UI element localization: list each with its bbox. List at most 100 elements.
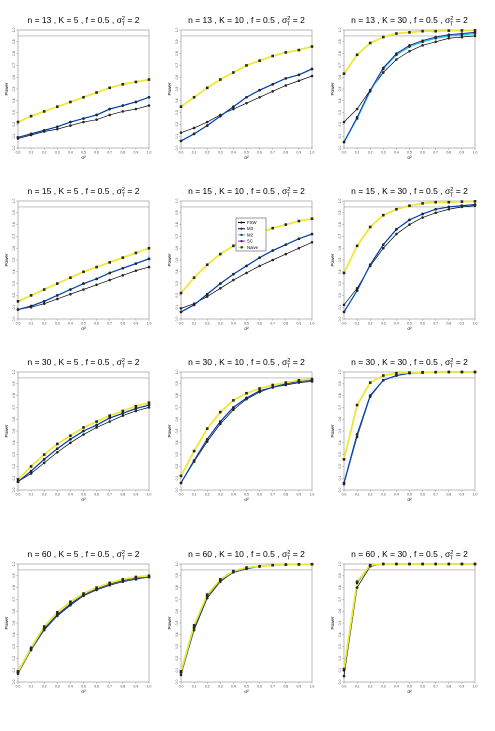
panel-title-main: n = 13 , K = 30 , f = 0.5 , σ (351, 15, 451, 25)
data-point-fsw (121, 110, 125, 113)
data-point-fsw (69, 441, 72, 445)
x-tick-label: 1.0 (473, 685, 478, 689)
y-tick-label: 0.9 (12, 573, 16, 578)
data-point-m3 (42, 300, 46, 303)
y-tick-label: 0.8 (338, 393, 342, 398)
data-point-m3 (179, 310, 183, 314)
data-point-naive (219, 578, 222, 581)
panel-title-main: n = 30 , K = 5 , f = 0.5 , σ (28, 357, 123, 367)
panel-7: n = 30 , K = 5 , f = 0.5 , σ2 T = 2 0.0 0.1… (4, 357, 151, 502)
x-tick-label: 0.1 (29, 322, 34, 326)
data-point-naive (271, 563, 274, 567)
panel-title-main: n = 30 , K = 10 , f = 0.5 , σ (188, 357, 288, 367)
y-tick-label: 0.4 (175, 632, 179, 637)
y-tick-label: 0.6 (175, 246, 179, 251)
data-point-naive (408, 204, 411, 208)
y-tick-label: 0.3 (12, 644, 16, 649)
data-point-m3 (42, 627, 46, 631)
y-tick-label: 0.5 (338, 87, 342, 92)
panel-title-sub: T (450, 22, 454, 28)
series-line-m3 (17, 404, 150, 483)
data-point-m3 (192, 626, 196, 630)
data-point-fsw (95, 283, 98, 287)
y-tick-label: 1.0 (12, 199, 16, 204)
data-point-naive (310, 217, 314, 220)
y-tick-label: 0.2 (175, 464, 179, 469)
data-point-m3 (219, 282, 222, 285)
series-line-naive (17, 574, 150, 672)
plot-frame (343, 563, 476, 683)
y-tick-label: 1.0 (12, 370, 16, 375)
x-tick-label: 0.4 (231, 493, 236, 497)
data-point-naive (69, 434, 72, 438)
data-point-naive (121, 578, 125, 581)
x-tick-label: 0.6 (94, 493, 99, 497)
x-tick-label: 0.2 (205, 151, 210, 155)
data-point-m3 (284, 77, 288, 80)
data-point-fsw (108, 420, 111, 423)
x-tick-label: 0.1 (192, 322, 197, 326)
y-tick-label: 0.8 (175, 222, 179, 227)
data-point-m3 (69, 602, 72, 606)
data-point-fsw (147, 406, 151, 409)
data-point-naive (421, 29, 424, 33)
data-point-m3 (134, 407, 138, 410)
data-point-m3 (95, 423, 98, 427)
x-tick-label: 0.8 (120, 151, 125, 155)
x-tick-label: 0.7 (107, 151, 112, 155)
x-tick-label: 0.4 (394, 685, 399, 689)
data-point-naive (147, 246, 151, 250)
data-point-fsw (447, 207, 451, 211)
x-tick-label: 0.5 (81, 322, 86, 326)
data-point-naive (219, 252, 222, 256)
x-tick-label: 0.1 (192, 151, 197, 155)
data-point-naive (382, 35, 385, 39)
data-point-naive (56, 611, 59, 614)
y-tick-label: 0.9 (338, 381, 342, 386)
x-tick-label: 0.0 (16, 493, 21, 497)
data-point-naive (82, 426, 85, 429)
data-point-m3 (192, 459, 196, 462)
panel-title-tail: = 2 (290, 15, 305, 25)
x-tick-label: 0.8 (446, 685, 451, 689)
panel-title-main: n = 60 , K = 30 , f = 0.5 , σ (351, 549, 451, 559)
data-point-naive (434, 370, 437, 374)
data-point-naive (192, 624, 196, 627)
series-line-naive (343, 563, 475, 670)
x-tick-label: 0.6 (420, 493, 425, 497)
data-point-naive (434, 29, 437, 33)
x-tick-label: 0.7 (270, 151, 275, 155)
y-tick-label: 0.7 (175, 63, 179, 68)
x-tick-label: 0.3 (218, 151, 223, 155)
x-tick-label: 0.5 (81, 685, 86, 689)
data-point-naive (56, 282, 59, 285)
y-tick-label: 0.6 (338, 246, 342, 251)
panel-11: n = 60 , K = 10 , f = 0.5 , σ2 T = 20.0 0.… (167, 549, 314, 694)
data-point-fsw (382, 246, 385, 250)
panel-title-sup: 2 (287, 358, 290, 364)
x-tick-label: 0.1 (355, 493, 360, 497)
panel-9: n = 30 , K = 30 , f = 0.5 , σ2 T = 20.0 0.… (330, 357, 477, 502)
panel-title-tail: = 2 (453, 549, 468, 559)
y-tick-label: 0.6 (175, 609, 179, 614)
x-tick-label: 0.0 (16, 322, 21, 326)
x-tick-label: 0.9 (460, 685, 465, 689)
y-tick-label: 0.8 (338, 222, 342, 227)
data-point-m3 (108, 271, 111, 275)
data-point-m3 (134, 262, 138, 265)
data-point-naive (297, 48, 301, 52)
data-point-fsw (245, 101, 248, 105)
data-point-naive (368, 563, 372, 567)
data-point-fsw (121, 274, 125, 277)
data-point-naive (447, 200, 451, 204)
x-tick-label: 0.9 (460, 493, 465, 497)
data-point-fsw (95, 118, 98, 121)
x-tick-label: 0.7 (433, 493, 438, 497)
x-tick-label: 0.0 (342, 493, 347, 497)
legend-label-fsw: FSW (247, 220, 257, 225)
y-tick-label: 0.4 (338, 632, 342, 637)
data-point-naive (395, 207, 398, 211)
x-tick-label: 0.1 (192, 685, 197, 689)
data-point-fsw (355, 287, 359, 290)
